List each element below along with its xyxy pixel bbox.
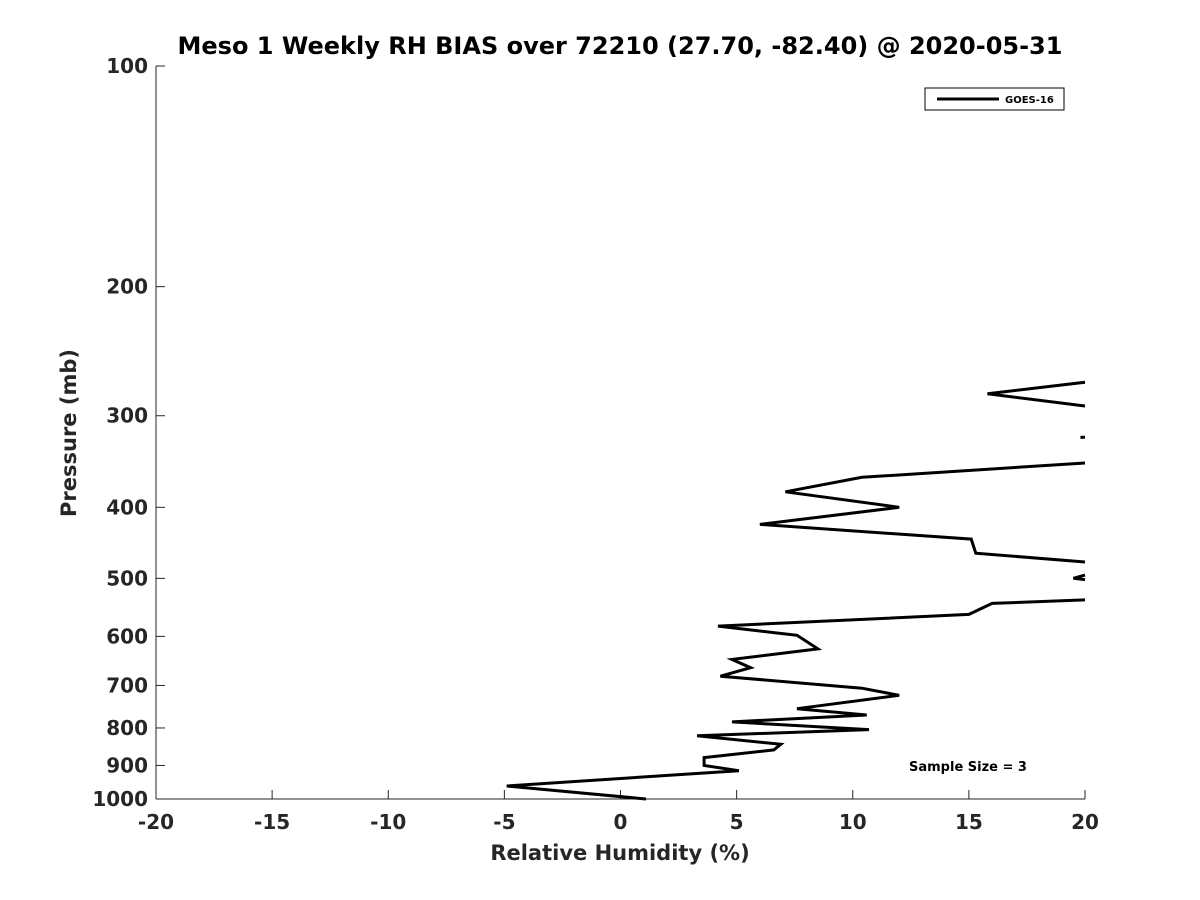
x-tick-label: -5 bbox=[493, 810, 515, 834]
y-tick-label: 400 bbox=[106, 495, 148, 519]
y-tick-label: 600 bbox=[106, 624, 148, 648]
y-tick-label: 100 bbox=[106, 54, 148, 78]
legend: GOES-16 bbox=[924, 87, 1065, 111]
x-tick-label: 20 bbox=[1071, 810, 1099, 834]
chart-title: Meso 1 Weekly RH BIAS over 72210 (27.70,… bbox=[178, 32, 1063, 60]
x-tick-label: 15 bbox=[955, 810, 983, 834]
series-group bbox=[506, 380, 1086, 801]
sample-size-annotation: Sample Size = 3 bbox=[909, 760, 1027, 775]
x-tick-label: -10 bbox=[370, 810, 406, 834]
series-line-goes-16 bbox=[1073, 573, 1086, 582]
y-tick-label: 300 bbox=[106, 404, 148, 428]
x-tick-label: 0 bbox=[614, 810, 628, 834]
y-ticks: 100 200 300 400 500 600 700 800 900 1000 bbox=[92, 54, 165, 811]
legend-entry-goes-16: GOES-16 bbox=[1005, 95, 1054, 106]
x-ticks: -20 -15 -10 -5 0 5 10 15 20 bbox=[138, 790, 1099, 834]
series-line-goes-16 bbox=[506, 598, 1086, 801]
plot-background bbox=[156, 66, 1085, 799]
x-tick-label: -15 bbox=[254, 810, 290, 834]
y-tick-label: 200 bbox=[106, 275, 148, 299]
series-line-goes-16 bbox=[987, 380, 1086, 408]
y-axis-label: Pressure (mb) bbox=[57, 349, 81, 517]
x-tick-label: -20 bbox=[138, 810, 174, 834]
y-tick-label: 900 bbox=[106, 753, 148, 777]
y-tick-label: 1000 bbox=[92, 787, 148, 811]
x-tick-label: 10 bbox=[839, 810, 867, 834]
x-axis-label: Relative Humidity (%) bbox=[490, 841, 749, 865]
plot-area bbox=[155, 66, 1085, 800]
y-tick-label: 500 bbox=[106, 566, 148, 590]
series-line-goes-16 bbox=[759, 461, 1086, 564]
y-tick-label: 700 bbox=[106, 673, 148, 697]
y-tick-label: 800 bbox=[106, 716, 148, 740]
x-tick-label: 5 bbox=[730, 810, 744, 834]
